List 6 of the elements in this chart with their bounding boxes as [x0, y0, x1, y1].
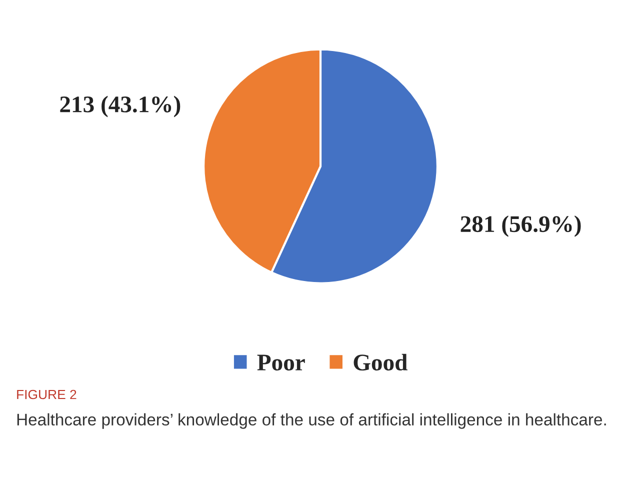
text: Healthcare providers’ knowledge of the use of artificial intelligence in healthcare.: [17, 413, 606, 429]
legend-label: Good: [354, 354, 408, 371]
caption: FIGURE 2: [17, 390, 76, 400]
data-label: 213 (43.1%): [60, 96, 180, 118]
data-label: 281 (56.9%): [460, 215, 581, 237]
legend-label: Poor: [257, 354, 305, 371]
